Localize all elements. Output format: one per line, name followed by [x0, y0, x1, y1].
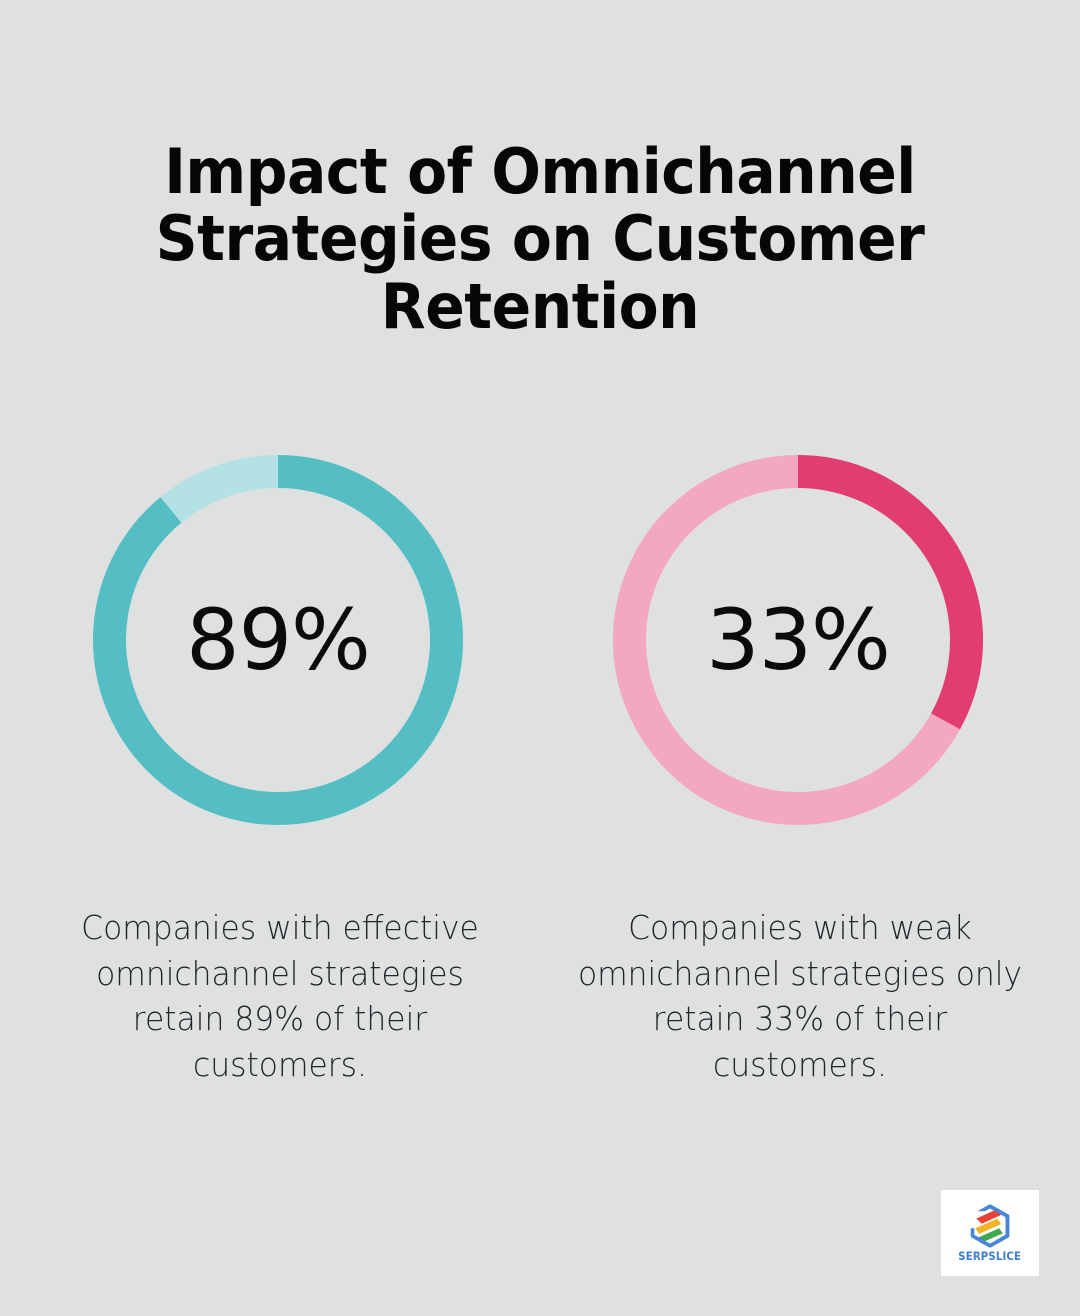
caption-weak-omnichannel: Companies with weak omnichannel strategi… [577, 908, 1023, 1084]
serpslice-wordmark: SERPSLICE [958, 1249, 1022, 1264]
donut-value-arc-right [613, 455, 983, 825]
serpslice-hexagon-icon [968, 1204, 1010, 1248]
donut-chart-row: 89% 33% [0, 425, 1080, 865]
donut-svg-left [93, 455, 463, 825]
donut-chart-weak-omnichannel: 33% [583, 425, 1013, 855]
stripe-yellow [975, 1218, 1002, 1235]
hexagon-edge-right [989, 1204, 1010, 1248]
stripe-green [977, 1228, 1003, 1244]
hexagon-edge-bottom-left [970, 1228, 991, 1248]
caption-row: Companies with effective omnichannel str… [0, 872, 1080, 1084]
brand-logo-card: SERPSLICE [941, 1190, 1039, 1276]
stripe-red [976, 1210, 1002, 1224]
page-title: Impact of Omnichannel Strategies on Cust… [155, 134, 925, 343]
donut-value-arc-left [93, 455, 463, 825]
donut-chart-effective-omnichannel: 89% [63, 425, 493, 855]
caption-effective-omnichannel: Companies with effective omnichannel str… [81, 908, 479, 1084]
donut-svg-right [613, 455, 983, 825]
